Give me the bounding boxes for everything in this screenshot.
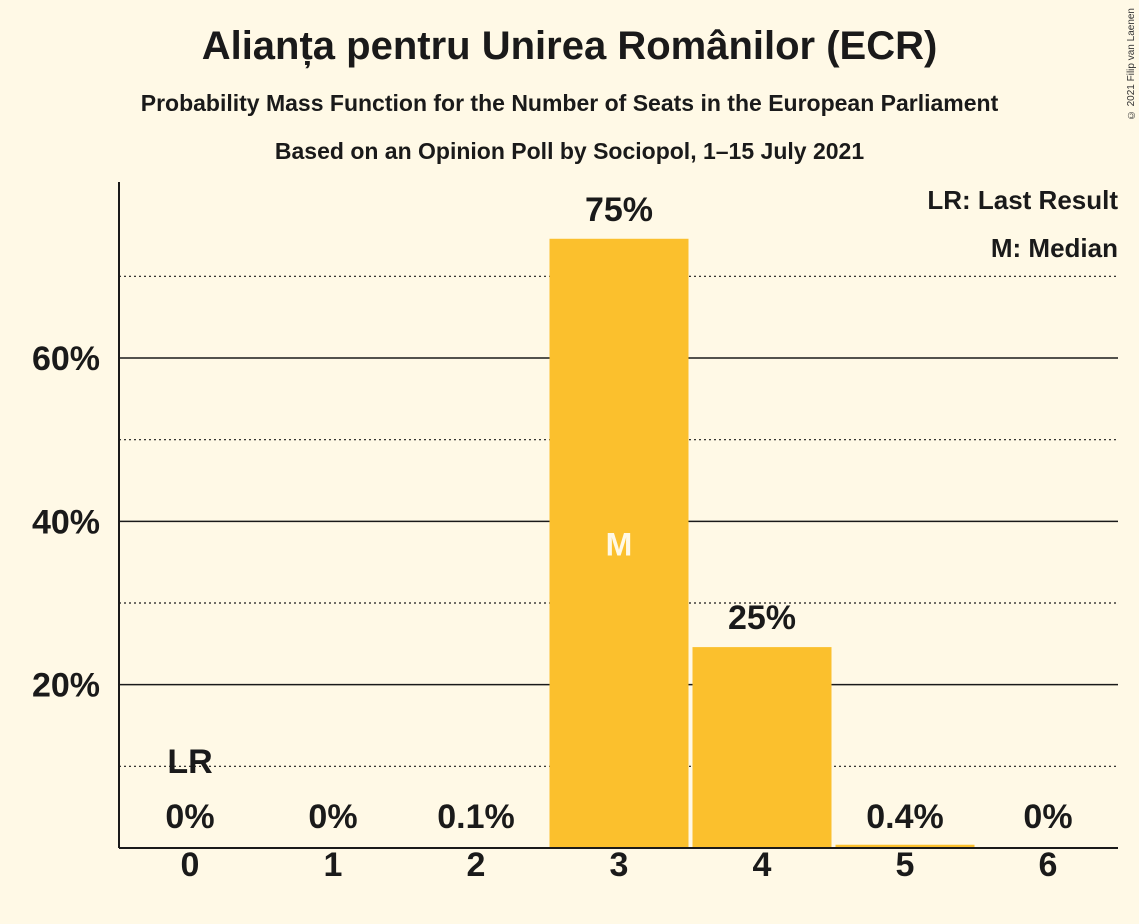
bar-value-label: 75%	[585, 191, 653, 229]
x-tick-label: 1	[324, 846, 343, 884]
x-tick-label: 0	[181, 846, 200, 884]
x-tick-label: 2	[467, 846, 486, 884]
x-tick-label: 3	[610, 846, 629, 884]
x-tick-label: 6	[1039, 846, 1058, 884]
median-marker: M	[606, 526, 633, 562]
bar-value-label: 25%	[728, 599, 796, 637]
bar-value-label: 0%	[1023, 798, 1072, 836]
legend-median: M: Median	[991, 233, 1118, 263]
bar-value-label: 0.4%	[866, 798, 944, 836]
x-tick-label: 5	[896, 846, 915, 884]
chart-title: Alianța pentru Unirea Românilor (ECR)	[201, 24, 938, 68]
x-tick-label: 4	[753, 846, 772, 884]
last-result-marker: LR	[167, 743, 212, 781]
bar	[549, 238, 689, 848]
chart-source-note: Based on an Opinion Poll by Sociopol, 1–…	[274, 138, 865, 164]
y-tick-label: 40%	[32, 503, 100, 541]
y-tick-label: 60%	[32, 340, 100, 378]
chart-subtitle: Probability Mass Function for the Number…	[140, 90, 999, 116]
bar	[692, 647, 832, 848]
y-tick-label: 20%	[32, 667, 100, 705]
legend-last-result: LR: Last Result	[927, 185, 1118, 215]
bar-value-label: 0%	[165, 798, 214, 836]
bar-value-label: 0%	[308, 798, 357, 836]
bar-value-label: 0.1%	[437, 798, 515, 836]
bar	[835, 844, 975, 848]
